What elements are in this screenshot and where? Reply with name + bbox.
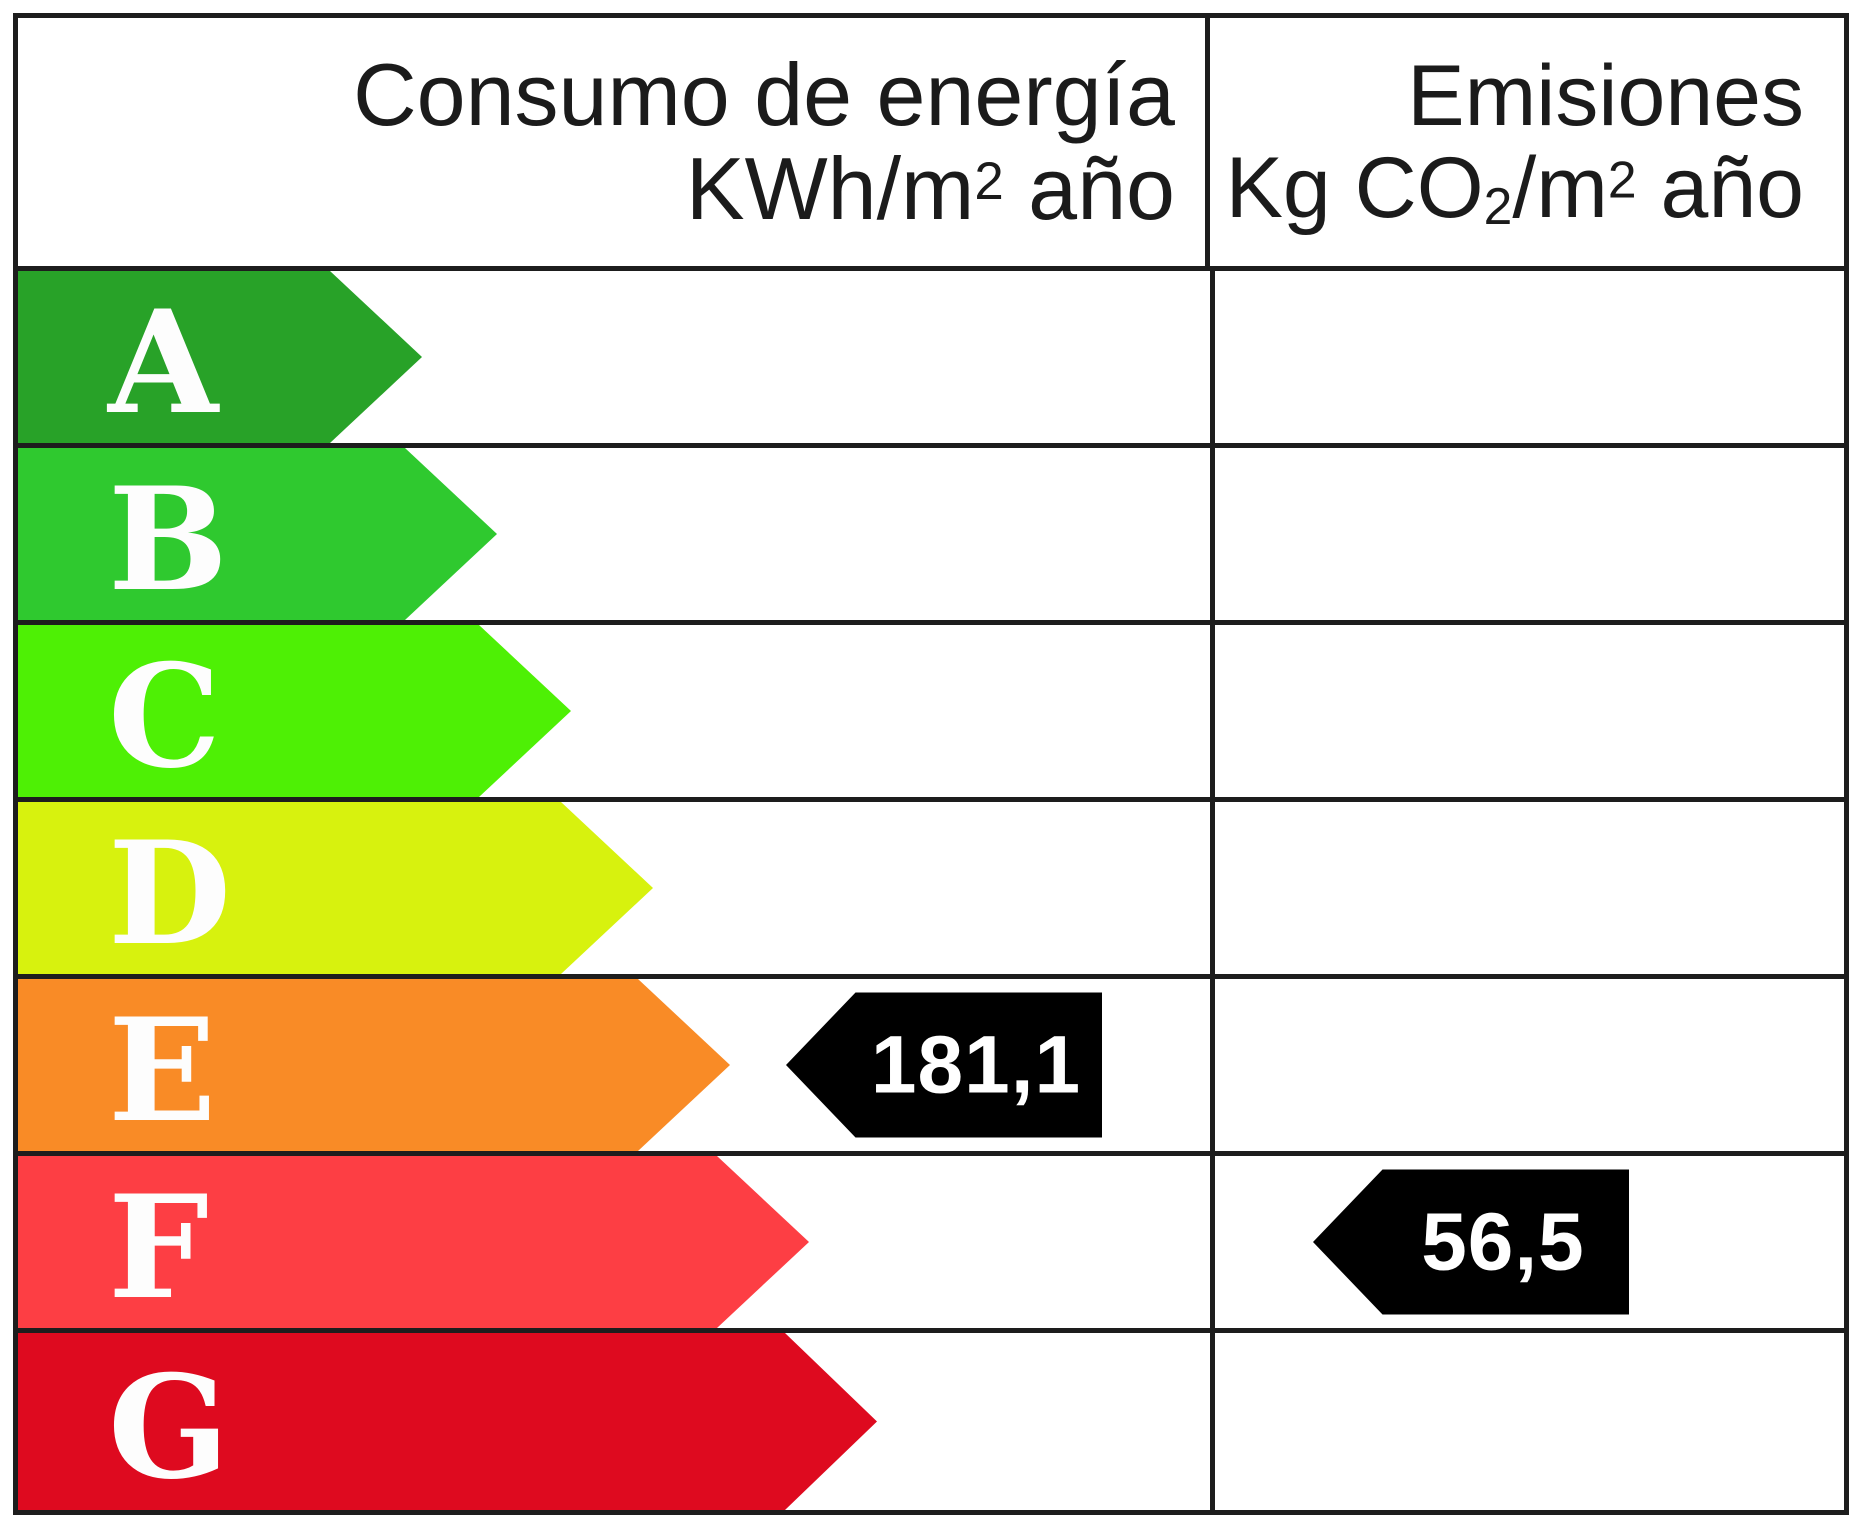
emissions-cell-b xyxy=(1215,448,1844,620)
rating-letter-f: F xyxy=(108,1165,209,1331)
consumption-header-line1: Consumo de energía xyxy=(353,44,1175,144)
emissions-cell-e xyxy=(1215,979,1844,1151)
rating-arrow-g: G xyxy=(18,1333,877,1510)
emissions-cell-c xyxy=(1215,625,1844,797)
emissions-value: 56,5 xyxy=(1421,1196,1585,1287)
rating-arrow-f: F xyxy=(18,1156,809,1328)
consumption-cell-b: B xyxy=(18,448,1215,620)
emissions-header-line1: Emisiones xyxy=(1407,47,1804,144)
rating-letter-d: D xyxy=(108,811,232,977)
rating-letter-a: A xyxy=(108,280,219,446)
rating-arrow-c: C xyxy=(18,625,571,797)
rating-letter-c: C xyxy=(108,634,222,800)
table-header: Consumo de energía KWh/m2 año Emisiones … xyxy=(18,18,1844,271)
consumption-cell-d: D xyxy=(18,802,1215,974)
rating-arrow-b: B xyxy=(18,448,497,620)
consumption-cell-a: A xyxy=(18,271,1215,443)
rating-arrow-d: D xyxy=(18,802,653,974)
emissions-cell-f: 56,5 xyxy=(1215,1156,1844,1328)
rating-letter-e: E xyxy=(108,988,217,1154)
superscript-2: 2 xyxy=(1607,150,1637,209)
rating-row-d: D xyxy=(18,802,1844,979)
rating-row-f: F 56,5 xyxy=(18,1156,1844,1333)
consumption-cell-e: E 181,1 xyxy=(18,979,1215,1151)
consumption-cell-f: F xyxy=(18,1156,1215,1328)
emissions-cell-g xyxy=(1215,1333,1844,1510)
rating-letter-b: B xyxy=(108,457,229,623)
emissions-cell-d xyxy=(1215,802,1844,974)
emissions-column-header: Emisiones Kg CO2/m2 año xyxy=(1210,18,1844,266)
consumption-value: 181,1 xyxy=(870,1019,1082,1110)
consumption-cell-g: G xyxy=(18,1333,1215,1510)
rating-letter-g: G xyxy=(108,1344,230,1511)
rating-row-e: E 181,1 xyxy=(18,979,1844,1156)
rating-table: Consumo de energía KWh/m2 año Emisiones … xyxy=(13,13,1849,1515)
consumption-header-line2: KWh/m2 año xyxy=(685,139,1175,238)
emissions-value-marker: 56,5 xyxy=(1313,1169,1629,1315)
rating-row-b: B xyxy=(18,448,1844,625)
subscript-2: 2 xyxy=(1483,177,1513,236)
consumption-value-marker: 181,1 xyxy=(786,992,1102,1138)
superscript-2: 2 xyxy=(974,151,1004,211)
rating-row-c: C xyxy=(18,625,1844,802)
rating-row-g: G xyxy=(18,1333,1844,1510)
emissions-cell-a xyxy=(1215,271,1844,443)
consumption-cell-c: C xyxy=(18,625,1215,797)
rating-row-a: A xyxy=(18,271,1844,448)
consumption-column-header: Consumo de energía KWh/m2 año xyxy=(18,18,1210,266)
rating-arrow-a: A xyxy=(18,271,422,443)
rating-arrow-e: E xyxy=(18,979,730,1151)
emissions-header-line2: Kg CO2/m2 año xyxy=(1225,139,1804,236)
